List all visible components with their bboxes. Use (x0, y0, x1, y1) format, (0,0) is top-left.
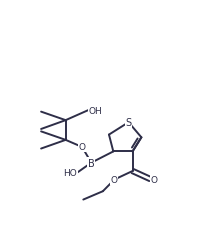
Text: B: B (88, 158, 94, 168)
Text: S: S (125, 118, 131, 128)
Text: HO: HO (63, 168, 77, 177)
Text: O: O (150, 175, 156, 184)
Text: OH: OH (88, 106, 102, 115)
Text: O: O (78, 143, 85, 152)
Text: O: O (110, 175, 117, 184)
